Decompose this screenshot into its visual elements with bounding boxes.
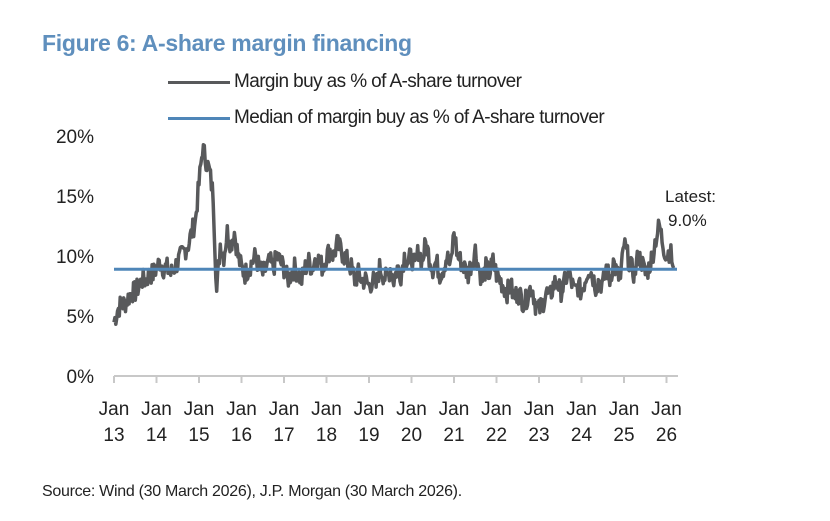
x-tick-month: Jan [651, 399, 682, 420]
legend-item-median: Median of margin buy as % of A-share tur… [168, 107, 605, 129]
x-tick-month: Jan [396, 399, 427, 420]
series-group [112, 142, 677, 327]
x-tick-year: 24 [571, 425, 593, 446]
x-tick-month: Jan [481, 399, 512, 420]
x-tick-year: 22 [486, 425, 507, 446]
x-tick-month: Jan [566, 399, 597, 420]
x-tick-year: 13 [103, 425, 124, 446]
x-tick-year: 26 [656, 425, 677, 446]
latest-label: Latest: [665, 187, 716, 206]
x-tick-year: 15 [188, 425, 209, 446]
legend-swatch-gray [168, 80, 230, 84]
x-tick-year: 18 [316, 425, 337, 446]
y-tick-label: 20% [56, 127, 94, 148]
x-tick-year: 16 [231, 425, 252, 446]
legend-swatch-blue [168, 116, 230, 120]
x-tick-month: Jan [609, 399, 640, 420]
x-tick-month: Jan [99, 399, 130, 420]
x-tick-month: Jan [269, 399, 300, 420]
x-tick-month: Jan [524, 399, 555, 420]
x-tick-year: 14 [146, 425, 168, 446]
x-tick-year: 25 [613, 425, 634, 446]
x-tick-year: 19 [358, 425, 379, 446]
legend-item-margin-buy: Margin buy as % of A-share turnover [168, 71, 522, 93]
source-note: Source: Wind (30 March 2026), J.P. Morga… [42, 483, 462, 500]
x-tick-month: Jan [226, 399, 257, 420]
x-tick-month: Jan [311, 399, 342, 420]
x-tick-month: Jan [141, 399, 172, 420]
x-tick-year: 20 [401, 425, 422, 446]
chart-title: Figure 6: A-share margin financing [42, 30, 412, 56]
series-line-margin-buy [112, 142, 676, 327]
legend-label: Median of margin buy as % of A-share tur… [234, 107, 605, 128]
x-tick-month: Jan [184, 399, 215, 420]
x-tick-month: Jan [354, 399, 385, 420]
y-tick-label: 15% [56, 187, 94, 208]
y-tick-label: 0% [67, 367, 95, 388]
y-tick-label: 5% [67, 307, 95, 328]
x-tick-year: 17 [273, 425, 294, 446]
y-tick-label: 10% [56, 247, 94, 268]
legend-label: Margin buy as % of A-share turnover [234, 71, 522, 92]
latest-value: 9.0% [668, 211, 707, 230]
x-tick-year: 23 [528, 425, 549, 446]
x-tick-month: Jan [439, 399, 470, 420]
x-axis: Jan 13 Jan 14 Jan 15 Jan 16 Jan 17 Jan 18 Jan 19 Jan 20… [99, 375, 682, 446]
x-tick-year: 21 [443, 425, 464, 446]
y-axis: 0% 5% 10% 15% 20% [56, 127, 94, 388]
